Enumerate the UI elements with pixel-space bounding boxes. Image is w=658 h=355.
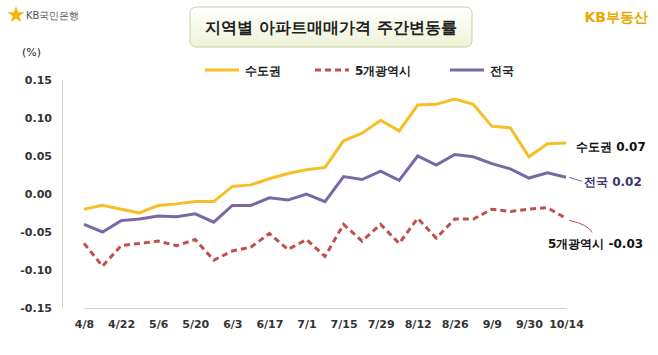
x-tick: 8/26 (442, 308, 469, 331)
y-tick-label: -0.15 (20, 302, 52, 315)
x-axis: 4/8 4/22 5/6 5/20 6/3 6/17 7/1 7/15 7/29 8/12 8/26… (75, 308, 584, 331)
x-tick: 4/8 (75, 308, 94, 331)
legend: 수도권 5개광역시 전국 (205, 64, 514, 78)
x-tick-label: 7/29 (368, 318, 395, 331)
x-tick: 7/29 (368, 308, 395, 331)
x-tick: 6/17 (256, 308, 283, 331)
y-axis: -0.15 -0.10 -0.05 0.00 0.05 0.10 0.15 (20, 74, 62, 315)
x-tick: 9/9 (483, 308, 502, 331)
y-tick: 0.15 (25, 74, 62, 87)
x-axis-line (85, 308, 567, 309)
x-tick-label: 9/9 (483, 318, 502, 331)
y-label: (%) (22, 46, 41, 59)
x-tick: 9/30 (516, 308, 543, 331)
lines (84, 99, 566, 266)
legend-item: 5개광역시 (315, 64, 411, 78)
annotation: 수도권 0.07 (576, 140, 646, 154)
x-tick: 7/15 (331, 308, 358, 331)
x-tick: 7/1 (297, 308, 316, 331)
title-box (190, 7, 472, 47)
brand-icon (7, 6, 24, 22)
x-tick-label: 6/17 (256, 318, 283, 331)
x-tick-label: 10/14 (549, 318, 584, 331)
x-tick: 5/20 (182, 308, 209, 331)
y-tick: 0.10 (25, 112, 62, 125)
x-tick-label: 9/30 (516, 318, 543, 331)
legend-label: 수도권 (245, 64, 281, 78)
y-tick: -0.10 (20, 264, 62, 277)
series-line (84, 154, 566, 232)
x-tick-label: 5/20 (182, 318, 209, 331)
y-axis-line (62, 81, 63, 309)
legend-label: 5개광역시 (355, 64, 411, 78)
x-tick-label: 4/8 (75, 318, 94, 331)
brand-left: KB국민은행 (7, 6, 79, 22)
x-tick-label: 6/3 (223, 318, 242, 331)
x-tick: 8/12 (405, 308, 432, 331)
x-tick-label: 7/1 (297, 318, 316, 331)
legend-swatch (450, 69, 484, 72)
x-tick-label: 7/15 (331, 318, 358, 331)
annotation-leader (569, 177, 582, 181)
x-tick: 10/14 (549, 308, 584, 331)
annotation: 5개광역시 -0.03 (548, 237, 643, 251)
legend-item: 전국 (450, 64, 514, 78)
x-tick-label: 8/26 (442, 318, 469, 331)
y-tick-label: 0.05 (25, 150, 52, 163)
legend-swatch (205, 69, 239, 72)
x-tick-label: 8/12 (405, 318, 432, 331)
x-tick-label: 5/6 (149, 318, 169, 331)
x-tick: 6/3 (223, 308, 242, 331)
chart: KB국민은행KB부동산지역별 아파트매매가격 주간변동률(%)-0.15-0.1… (0, 0, 658, 355)
y-tick: 0.00 (25, 188, 62, 201)
y-tick-label: 0.15 (25, 74, 52, 87)
legend-swatch (315, 69, 349, 72)
legend-label: 전국 (490, 64, 514, 78)
brand-right: KB부동산 (584, 9, 648, 25)
y-tick-label: 0.10 (25, 112, 52, 125)
y-tick: -0.05 (20, 226, 62, 239)
x-tick: 5/6 (149, 308, 169, 331)
annotation-leader (569, 220, 592, 232)
y-tick-label: 0.00 (25, 188, 52, 201)
y-tick-label: -0.10 (20, 264, 52, 277)
x-tick: 4/22 (108, 308, 135, 331)
annotation: 전국 0.02 (584, 175, 642, 189)
x-tick-label: 4/22 (108, 318, 135, 331)
legend-item: 수도권 (205, 64, 281, 78)
y-tick: -0.15 (20, 302, 62, 315)
series-line (84, 99, 566, 213)
annotations: 수도권 0.07 5개광역시 -0.03 전국 0.02 (548, 140, 646, 251)
y-tick-label: -0.05 (20, 226, 52, 239)
brand-left-text: KB국민은행 (26, 10, 79, 21)
title: 지역별 아파트매매가격 주간변동률 (205, 18, 456, 37)
y-tick: 0.05 (25, 150, 62, 163)
